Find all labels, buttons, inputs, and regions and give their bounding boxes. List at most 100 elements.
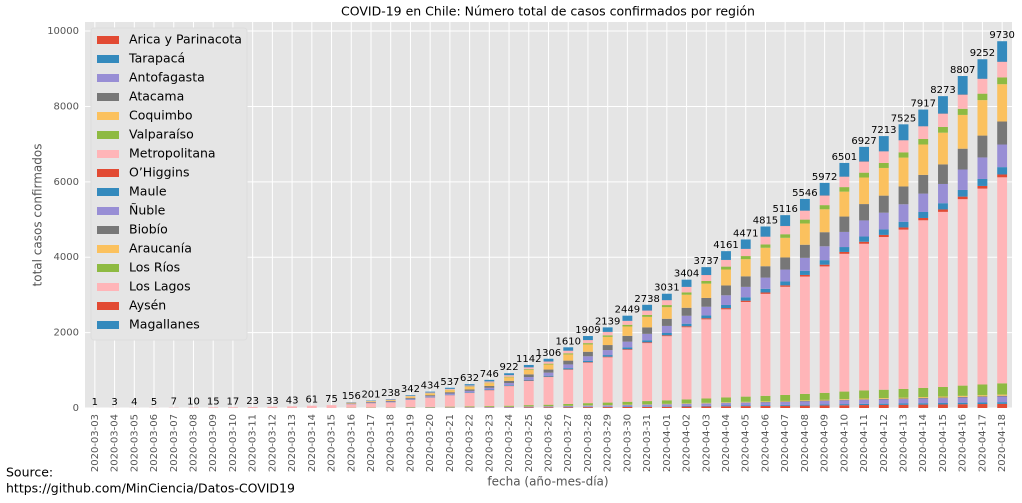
bar-segment <box>760 293 771 396</box>
total-label: 17 <box>227 396 240 407</box>
bar-segment <box>859 236 870 242</box>
bar-segment <box>622 405 633 407</box>
bar-segment <box>721 403 731 406</box>
bar-segment <box>681 315 692 324</box>
bar-segment <box>721 251 731 260</box>
bar-segment <box>681 405 692 407</box>
bar-segment <box>444 406 455 408</box>
bar-segment <box>859 172 870 178</box>
bar-segment <box>740 402 751 406</box>
bar-segment <box>799 393 810 401</box>
total-label: 6501 <box>832 152 857 163</box>
bar-segment <box>878 195 889 213</box>
bar-segment <box>878 403 889 405</box>
y-tick-label: 8000 <box>54 101 79 112</box>
bar-segment <box>740 259 751 277</box>
bar-segment <box>602 357 613 403</box>
legend-label: O’Higgins <box>129 165 189 180</box>
x-tick-label: 2020-03-12 <box>267 414 278 472</box>
bar-segment <box>997 84 1008 122</box>
bar-segment <box>859 243 870 391</box>
y-tick-label: 10000 <box>47 26 79 37</box>
bar-segment <box>918 398 929 404</box>
bar-segment <box>701 306 712 316</box>
legend-label: Los Ríos <box>129 260 180 275</box>
bar-segment <box>701 275 712 282</box>
bar-segment <box>918 397 929 399</box>
bar-segment <box>878 398 889 399</box>
total-label: 61 <box>305 395 318 406</box>
x-tick-label: 2020-03-27 <box>563 414 574 472</box>
bar-segment <box>938 397 948 399</box>
bar-segment <box>878 389 889 399</box>
bar-segment <box>938 183 948 204</box>
bar-segment <box>839 247 850 252</box>
x-tick-label: 2020-03-17 <box>366 414 377 472</box>
bar-segment <box>602 355 613 357</box>
bar-segment <box>780 215 791 226</box>
bar-segment <box>622 320 633 325</box>
y-tick-label: 6000 <box>54 177 79 188</box>
bar-segment <box>504 406 514 408</box>
bar-segment <box>484 406 495 407</box>
bar-segment <box>957 402 968 405</box>
bar-segment <box>819 195 830 206</box>
bar-segment <box>523 374 534 378</box>
bar-segment <box>799 223 810 245</box>
bar-segment <box>898 403 909 405</box>
bar-segment <box>701 405 712 407</box>
bar-segment <box>721 406 731 408</box>
bar-segment <box>977 157 988 179</box>
bar-segment <box>543 363 554 365</box>
bars <box>89 41 1008 408</box>
bar-segment <box>859 146 870 162</box>
bar-segment <box>523 380 534 406</box>
bar-segment <box>938 398 948 404</box>
bar-segment <box>701 283 712 298</box>
legend-swatch <box>97 321 119 329</box>
bar-segment <box>661 325 672 333</box>
bar-segment <box>583 362 593 404</box>
x-tick-label: 2020-04-04 <box>721 414 732 472</box>
bar-segment <box>504 377 514 381</box>
total-label: 4161 <box>713 240 738 251</box>
bar-segment <box>859 398 870 400</box>
bar-segment <box>799 405 810 408</box>
legend-swatch <box>97 169 119 177</box>
legend-swatch <box>97 74 119 82</box>
bar-segment <box>504 376 514 378</box>
bar-segment <box>425 395 436 397</box>
bar-segment <box>642 406 653 408</box>
bar-segment <box>859 405 870 408</box>
x-tick-label: 2020-03-15 <box>327 414 338 472</box>
bar-segment <box>425 391 436 393</box>
bar-segment <box>839 176 850 188</box>
legend-label: Araucanía <box>129 241 192 256</box>
bar-segment <box>839 400 850 405</box>
x-tick-label: 2020-04-17 <box>977 414 988 472</box>
bar-segment <box>839 391 850 400</box>
bar-segment <box>780 405 791 408</box>
x-tick-label: 2020-04-05 <box>741 414 752 472</box>
x-axis-label: fecha (año-mes-día) <box>487 475 608 489</box>
bar-segment <box>681 286 692 293</box>
bar-segment <box>405 399 416 408</box>
x-tick-label: 2020-04-08 <box>800 414 811 472</box>
bar-segment <box>859 399 870 400</box>
bar-segment <box>583 405 593 407</box>
bar-segment <box>366 403 376 408</box>
x-tick-label: 2020-03-28 <box>583 414 594 472</box>
bar-segment <box>878 136 889 152</box>
bar-segment <box>799 219 810 224</box>
bar-segment <box>878 212 889 230</box>
bar-segment <box>819 392 830 400</box>
total-label: 23 <box>246 396 259 407</box>
bar-segment <box>504 405 514 407</box>
bar-segment <box>819 205 830 210</box>
bar-segment <box>740 239 751 249</box>
legend-swatch <box>97 188 119 196</box>
bar-segment <box>563 368 574 370</box>
bar-segment <box>661 305 672 308</box>
bar-segment <box>622 349 633 350</box>
bar-segment <box>405 396 416 398</box>
